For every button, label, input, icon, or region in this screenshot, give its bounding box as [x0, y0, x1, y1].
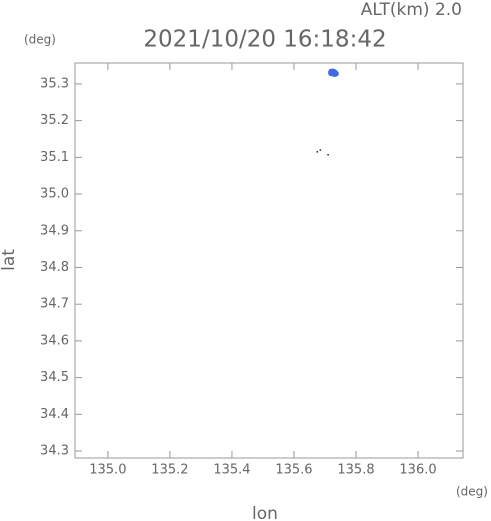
- point: [319, 149, 322, 151]
- point: [316, 151, 319, 153]
- y-tick-label: 35.3: [40, 76, 69, 91]
- x-tick-label: 135.0: [89, 463, 126, 478]
- chart-title: 2021/10/20 16:18:42: [143, 27, 386, 53]
- y-tick-label: 34.4: [40, 407, 69, 422]
- y-unit: (deg): [24, 33, 56, 47]
- y-axis-label: lat: [0, 249, 19, 271]
- x-tick-label: 135.8: [337, 463, 374, 478]
- x-tick-label: 135.2: [151, 463, 188, 478]
- plot-frame: [74, 62, 464, 459]
- y-tick-label: 35.2: [40, 113, 69, 128]
- point: [331, 71, 338, 78]
- x-tick-label: 135.6: [275, 463, 312, 478]
- altitude-label: ALT(km) 2.0: [361, 0, 462, 20]
- y-tick-label: 34.9: [40, 223, 69, 238]
- x-tick-label: 135.4: [213, 463, 250, 478]
- y-tick-label: 34.6: [40, 333, 69, 348]
- x-unit: (deg): [456, 485, 488, 499]
- x-axis-label: lon: [252, 504, 278, 521]
- point: [327, 153, 329, 156]
- y-tick-label: 34.5: [40, 370, 69, 385]
- y-tick-label: 34.7: [40, 297, 69, 312]
- y-tick-label: 35.1: [40, 150, 69, 165]
- y-tick-label: 34.3: [40, 444, 69, 459]
- x-tick-label: 136.0: [399, 463, 436, 478]
- y-tick-label: 35.0: [40, 187, 69, 202]
- y-tick-label: 34.8: [40, 260, 69, 275]
